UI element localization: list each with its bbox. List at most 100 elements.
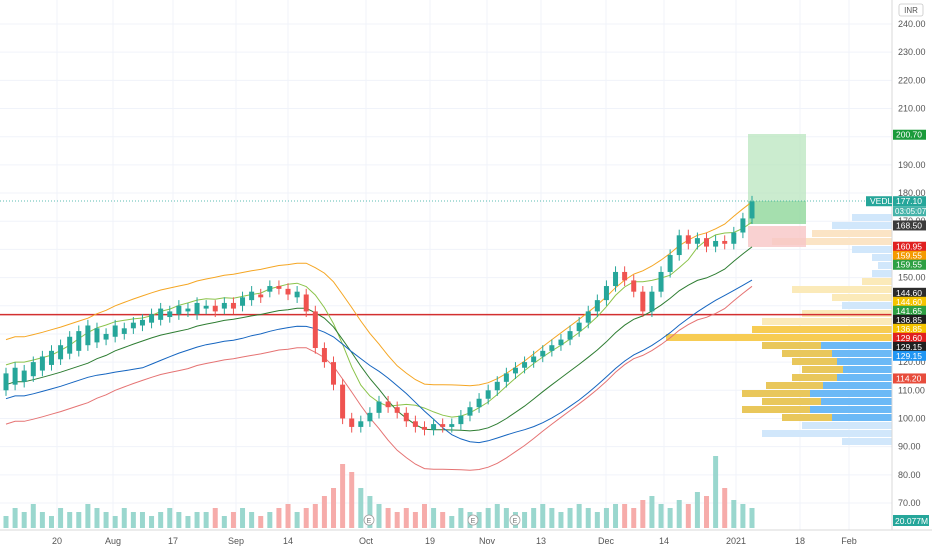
volume-profile-up-part [802,366,843,373]
y-tick-label: 210.00 [898,104,926,114]
profit-zone [748,134,806,201]
volume-bar [531,508,537,528]
volume-profile-row [872,254,892,261]
volume-bar [713,456,719,528]
candle-body [431,424,437,430]
volume-profile-up-part [742,390,810,397]
volume-bar [167,508,173,528]
volume-bar [12,508,18,528]
volume-bar [240,508,246,528]
volume-profile-row [792,374,892,381]
volume-bar [485,508,491,528]
volume-bar [722,488,728,528]
price-tag-label: 129.60 [896,333,922,343]
candle-body [540,350,546,357]
upper-band-line [5,201,753,387]
candle-body [221,302,227,309]
y-tick-label: 100.00 [898,413,926,423]
candle-body [139,319,145,326]
price-tag [893,314,926,325]
volume-bar [576,504,582,528]
volume-profile-row [878,262,892,269]
candle-body [403,412,409,422]
candle-body [212,305,218,312]
volume-profile-row [742,406,892,413]
volume-bar [149,516,155,528]
volume-bar [494,504,500,528]
price-tag-label: 141.65 [896,306,922,316]
volume-tag [893,515,929,526]
volume-profile-row [666,334,892,341]
volume-bar [522,512,528,528]
candle-body [276,286,282,289]
candle-body [121,328,127,334]
earnings-marker-icon [363,514,375,526]
candle-body [58,345,64,360]
candle-body [249,291,255,301]
long-position-tool[interactable] [748,134,806,247]
volume-profile-row [802,310,892,317]
earnings-marker-icon [467,514,479,526]
volume-profile-up-part [782,350,832,357]
candle-body [549,345,555,351]
price-tag-label: 200.70 [896,130,922,140]
candle-body [176,305,182,315]
ma-slow-line [5,279,753,444]
price-axis[interactable]: 240.00230.00220.00210.00200.00190.00180.… [891,0,926,530]
time-axis[interactable]: 20 Aug 17 Sep 14 Oct 19 Nov 13 Dec 14 2021 18 Feb [0,529,932,546]
candle-body [503,373,509,382]
volume-profile-row [782,350,892,357]
candle-body [658,271,664,292]
volume-bar [21,512,27,528]
volume-bar [112,516,118,528]
volume-bar [704,496,710,528]
candle-body [576,322,582,332]
volume-profile-row [802,366,892,373]
candle-body [331,362,337,385]
candle-body [476,398,482,408]
volume-bar [58,508,64,528]
y-tick-label: 180.00 [898,188,926,198]
candle-body [385,401,391,408]
volume-bar [185,516,191,528]
volume-bar [603,508,609,528]
volume-bar [622,504,628,528]
candle-body [48,350,54,365]
candle-body [94,328,100,343]
volume-bar [540,504,546,528]
volume-profile-row [792,286,892,293]
candle-body [285,288,291,295]
candle-body [494,381,500,391]
volume-bar [394,512,400,528]
countdown-tag [893,206,926,217]
volume-bar [340,464,346,528]
price-tags: 200.70177.10VEDL03:05:07168.50160.95159.… [866,129,929,526]
volume-bar [412,512,418,528]
currency-badge[interactable]: INR [898,3,924,17]
y-tick-label: 190.00 [898,160,926,170]
candle-body [522,362,528,368]
volume-bar [731,500,737,528]
x-tick-label: Sep [228,536,244,546]
volume-bar [594,512,600,528]
volume-bar [667,508,673,528]
volume-bar [230,512,236,528]
volume-bars [3,456,755,528]
volume-bar [194,512,200,528]
candle-body [149,314,155,323]
candle-body [103,333,109,340]
earnings-marker-letter: E [513,518,518,525]
y-tick-label: 110.00 [898,385,925,395]
candle-body [667,255,673,272]
price-tag [893,220,926,231]
volume-bar [321,496,327,528]
volume-profile [666,214,892,445]
volume-profile-row [842,302,892,309]
volume-profile-row [812,230,892,237]
price-tag-label: 144.60 [896,288,922,298]
candle-body [67,336,73,354]
candle-body [21,370,27,382]
volume-profile-row [762,430,892,437]
